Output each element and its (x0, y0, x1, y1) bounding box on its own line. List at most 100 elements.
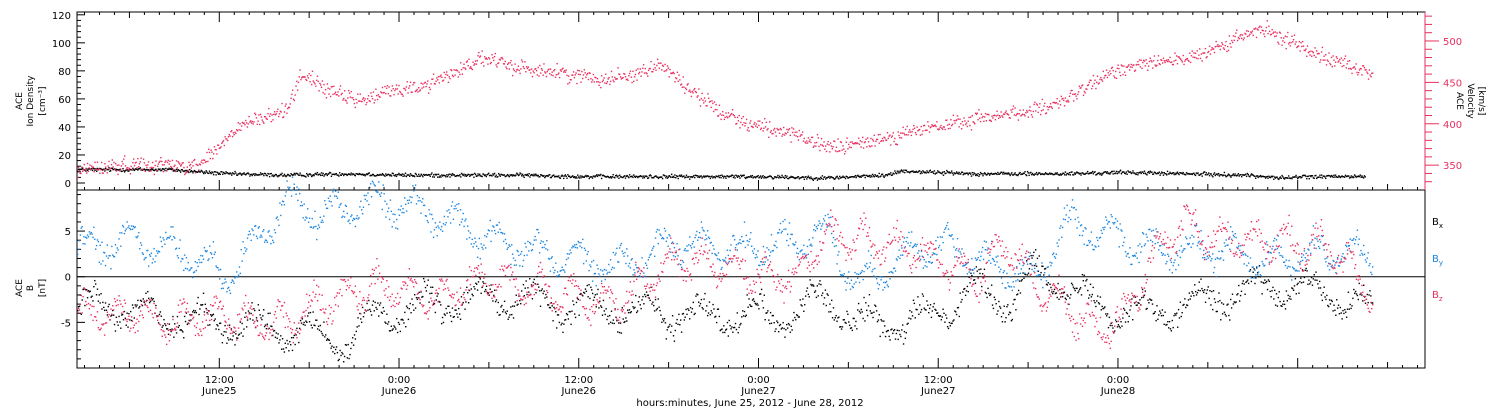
data-point (1151, 303, 1154, 305)
data-point (1208, 45, 1211, 47)
data-point (1009, 312, 1012, 314)
data-point (147, 169, 149, 171)
data-point (610, 310, 613, 312)
data-point (1084, 173, 1086, 175)
data-point (148, 301, 151, 304)
data-point (1161, 59, 1163, 62)
data-point (1120, 173, 1123, 175)
data-point (746, 129, 749, 131)
data-point (1252, 271, 1254, 273)
data-point (982, 276, 985, 279)
data-point (439, 175, 441, 177)
data-point (115, 316, 118, 319)
data-point (456, 313, 458, 315)
data-point (154, 169, 156, 171)
data-point (530, 72, 532, 74)
data-point (1033, 251, 1035, 254)
data-point (88, 231, 91, 233)
data-point (437, 293, 439, 295)
data-point (622, 318, 624, 320)
data-point (441, 174, 443, 176)
data-point (1292, 289, 1295, 291)
data-point (750, 175, 752, 177)
data-point (115, 251, 118, 254)
data-point (1278, 178, 1280, 181)
data-point (264, 239, 267, 241)
data-point (818, 177, 820, 180)
data-point (358, 100, 361, 102)
data-point (1164, 173, 1166, 175)
data-point (1349, 303, 1351, 306)
data-point (1245, 175, 1248, 178)
data-point (151, 168, 153, 170)
data-point (184, 173, 186, 176)
data-point (239, 172, 241, 174)
data-point (1041, 265, 1043, 267)
data-point (804, 295, 807, 297)
data-point (240, 173, 242, 175)
data-point (371, 173, 374, 176)
data-point (1085, 280, 1087, 282)
data-point (381, 86, 384, 89)
data-point (393, 174, 395, 177)
data-point (159, 236, 162, 238)
data-point (473, 64, 475, 66)
data-point (356, 102, 358, 104)
data-point (954, 310, 956, 312)
data-point (142, 168, 145, 171)
data-point (1080, 174, 1082, 176)
data-point (919, 172, 922, 175)
data-point (740, 121, 742, 124)
data-point (192, 271, 195, 274)
data-point (1114, 172, 1117, 174)
data-point (1218, 45, 1221, 47)
data-point (1128, 69, 1131, 71)
data-point (422, 277, 425, 280)
data-point (615, 78, 618, 80)
data-point (380, 91, 382, 93)
data-point (259, 174, 261, 176)
series-bx (77, 249, 1374, 363)
data-point (564, 71, 567, 73)
data-point (1368, 294, 1370, 296)
data-point (232, 335, 234, 337)
data-point (1129, 171, 1132, 173)
data-point (313, 226, 315, 228)
data-point (199, 308, 201, 310)
data-point (250, 239, 252, 242)
data-point (495, 64, 497, 66)
data-point (1125, 171, 1128, 173)
data-point (376, 308, 378, 311)
data-point (329, 88, 331, 90)
data-point (133, 226, 136, 229)
data-point (431, 286, 434, 288)
data-point (227, 339, 230, 341)
data-point (990, 293, 992, 295)
data-point (629, 70, 632, 72)
data-point (147, 249, 149, 252)
data-point (702, 308, 704, 310)
data-point (1259, 31, 1262, 34)
data-point (125, 168, 128, 170)
data-point (921, 133, 923, 136)
data-point (140, 169, 142, 171)
data-point (977, 119, 979, 121)
data-point (754, 176, 756, 178)
data-point (583, 69, 586, 71)
data-point (280, 348, 283, 350)
data-point (721, 174, 723, 176)
data-point (778, 132, 781, 134)
data-point (1278, 43, 1280, 45)
data-point (844, 321, 846, 324)
data-point (524, 61, 526, 63)
data-point (1327, 60, 1329, 62)
data-point (120, 165, 123, 167)
data-point (105, 168, 108, 171)
data-point (954, 311, 957, 313)
data-point (854, 174, 857, 177)
data-point (955, 119, 957, 122)
data-point (544, 71, 546, 73)
data-point (1182, 304, 1184, 306)
data-point (380, 92, 383, 94)
data-point (264, 116, 267, 118)
